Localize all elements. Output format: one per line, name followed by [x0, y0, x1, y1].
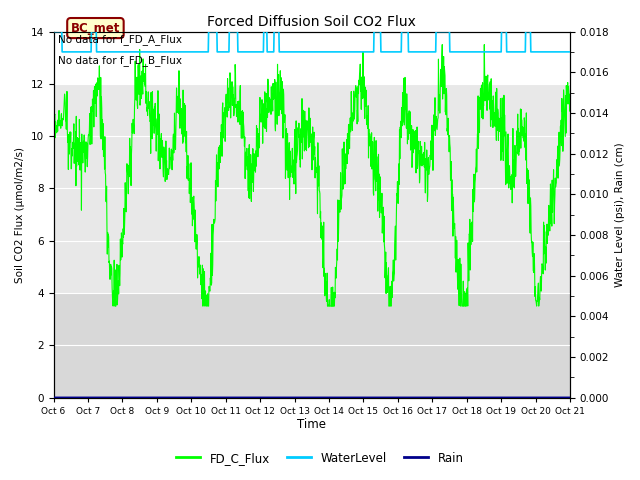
Y-axis label: Water Level (psi), Rain (cm): Water Level (psi), Rain (cm) — [615, 142, 625, 287]
Title: Forced Diffusion Soil CO2 Flux: Forced Diffusion Soil CO2 Flux — [207, 15, 416, 29]
Text: No data for f_FD_B_Flux: No data for f_FD_B_Flux — [58, 55, 182, 66]
X-axis label: Time: Time — [298, 419, 326, 432]
Bar — [54, 293, 570, 397]
Text: No data for f_FD_A_Flux: No data for f_FD_A_Flux — [58, 34, 182, 45]
Legend: FD_C_Flux, WaterLevel, Rain: FD_C_Flux, WaterLevel, Rain — [172, 447, 468, 469]
Y-axis label: Soil CO2 Flux (μmol/m2/s): Soil CO2 Flux (μmol/m2/s) — [15, 146, 25, 283]
Bar — [54, 84, 570, 293]
Text: BC_met: BC_met — [71, 22, 120, 35]
